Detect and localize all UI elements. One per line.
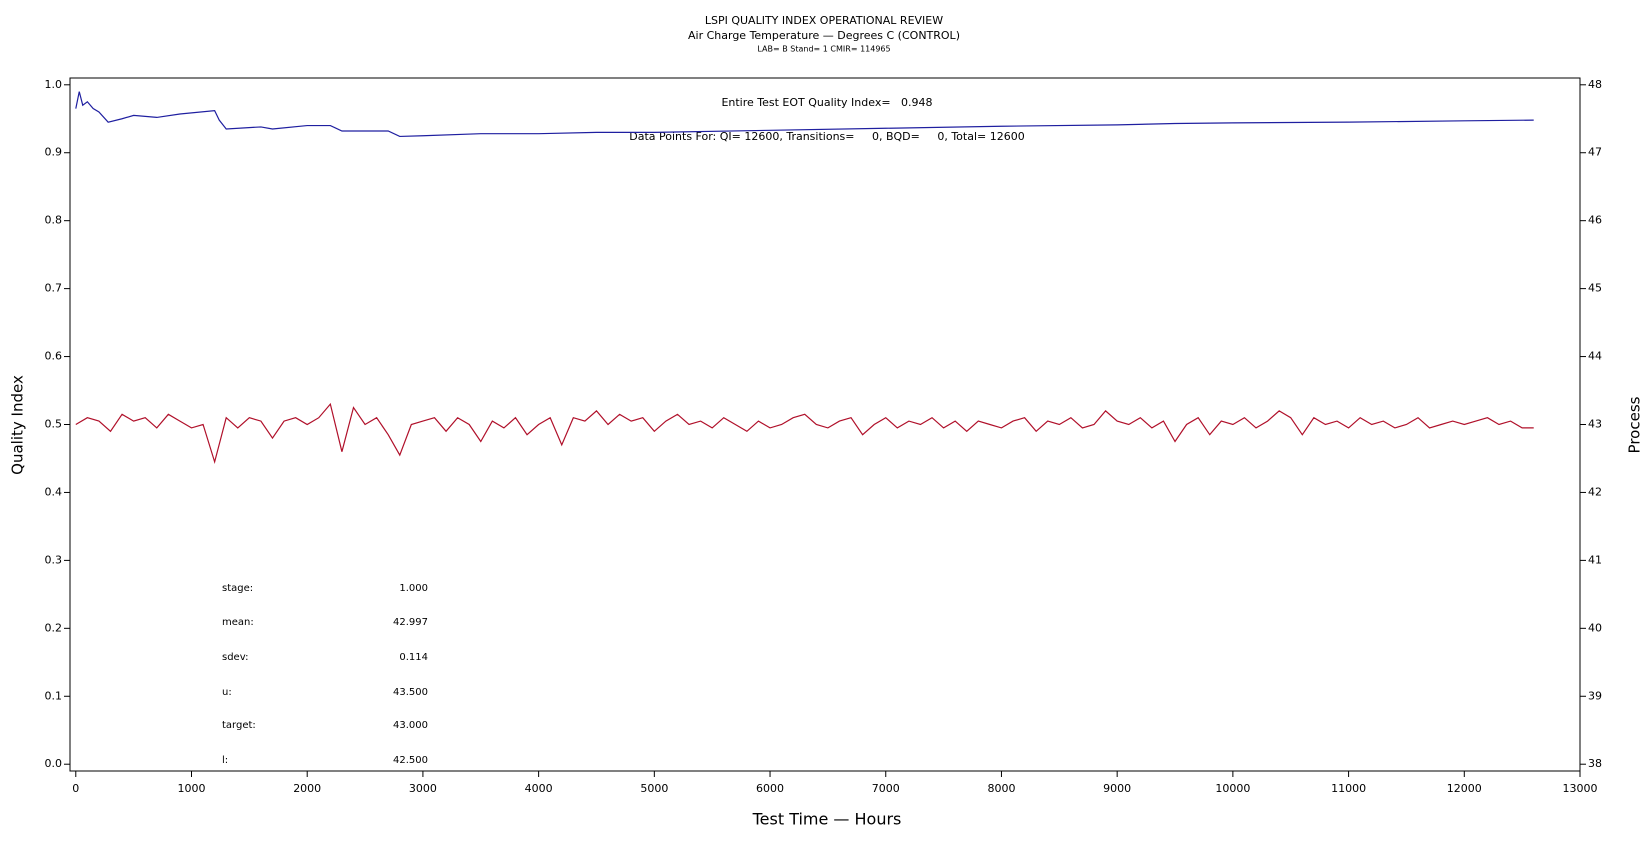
y-tick-label: 0.0 <box>45 757 63 770</box>
x-tick-label: 2000 <box>293 782 321 795</box>
y-tick-label: 0.6 <box>45 350 63 363</box>
y2-tick-label: 41 <box>1588 553 1602 566</box>
y2-tick-label: 44 <box>1588 350 1602 363</box>
x-tick-label: 10000 <box>1215 782 1250 795</box>
stat-value: 42.997 <box>393 617 428 628</box>
y2-tick-label: 47 <box>1588 146 1602 159</box>
y2-tick-label: 40 <box>1588 621 1602 634</box>
y-tick-label: 0.5 <box>45 418 63 431</box>
x-tick-label: 4000 <box>525 782 553 795</box>
y-tick-label: 0.8 <box>45 214 63 227</box>
stat-label: sdev: <box>222 652 248 663</box>
stat-value: 43.500 <box>393 687 428 698</box>
series-line <box>75 91 1534 138</box>
stat-value: 1.000 <box>399 583 428 594</box>
y2-tick-label: 38 <box>1588 757 1602 770</box>
x-tick-label: 3000 <box>409 782 437 795</box>
y-tick-label: 0.4 <box>45 485 63 498</box>
y-tick-label: 0.3 <box>45 553 63 566</box>
stat-label: target: <box>222 720 256 731</box>
y-tick-label: 0.2 <box>45 621 63 634</box>
stat-label: u: <box>222 687 232 698</box>
chart-title: LSPI QUALITY INDEX OPERATIONAL REVIEW <box>705 14 943 27</box>
y2-tick-label: 48 <box>1588 78 1602 91</box>
x-axis-label: Test Time — Hours <box>752 810 902 829</box>
stat-label: stage: <box>222 583 253 594</box>
y-axis-label: Quality Index <box>9 375 27 475</box>
x-tick-label: 7000 <box>872 782 900 795</box>
x-tick-label: 11000 <box>1331 782 1366 795</box>
y2-tick-label: 45 <box>1588 282 1602 295</box>
stat-value: 42.500 <box>393 755 428 766</box>
y-tick-label: 0.9 <box>45 146 63 159</box>
plot-frame <box>69 77 1581 772</box>
x-tick-label: 5000 <box>640 782 668 795</box>
y-tick-label: 0.7 <box>45 282 63 295</box>
y-tick-label: 1.0 <box>45 78 63 91</box>
x-tick-label: 8000 <box>987 782 1015 795</box>
y-tick-label: 0.1 <box>45 689 63 702</box>
y2-tick-label: 46 <box>1588 214 1602 227</box>
x-tick-label: 13000 <box>1563 782 1598 795</box>
y2-tick-label: 42 <box>1588 485 1602 498</box>
x-tick-label: 9000 <box>1103 782 1131 795</box>
x-tick-label: 12000 <box>1447 782 1482 795</box>
x-tick-label: 0 <box>72 782 79 795</box>
series-line <box>75 402 1534 465</box>
y2-tick-label: 43 <box>1588 418 1602 431</box>
y2-tick-label: 39 <box>1588 689 1602 702</box>
y2-axis-label: Process <box>1626 396 1644 453</box>
stat-value: 43.000 <box>393 720 428 731</box>
stat-value: 0.114 <box>399 652 428 663</box>
x-tick-label: 6000 <box>756 782 784 795</box>
annotation: Data Points For: QI= 12600, Transitions=… <box>629 130 1024 143</box>
annotation: Entire Test EOT Quality Index= 0.948 <box>721 96 932 109</box>
stat-label: mean: <box>222 617 254 628</box>
chart-subtitle: Air Charge Temperature — Degrees C (CONT… <box>688 29 960 42</box>
x-tick-label: 1000 <box>177 782 205 795</box>
chart-subtitle: LAB= B Stand= 1 CMIR= 114965 <box>757 45 890 54</box>
stat-label: l: <box>222 755 228 766</box>
